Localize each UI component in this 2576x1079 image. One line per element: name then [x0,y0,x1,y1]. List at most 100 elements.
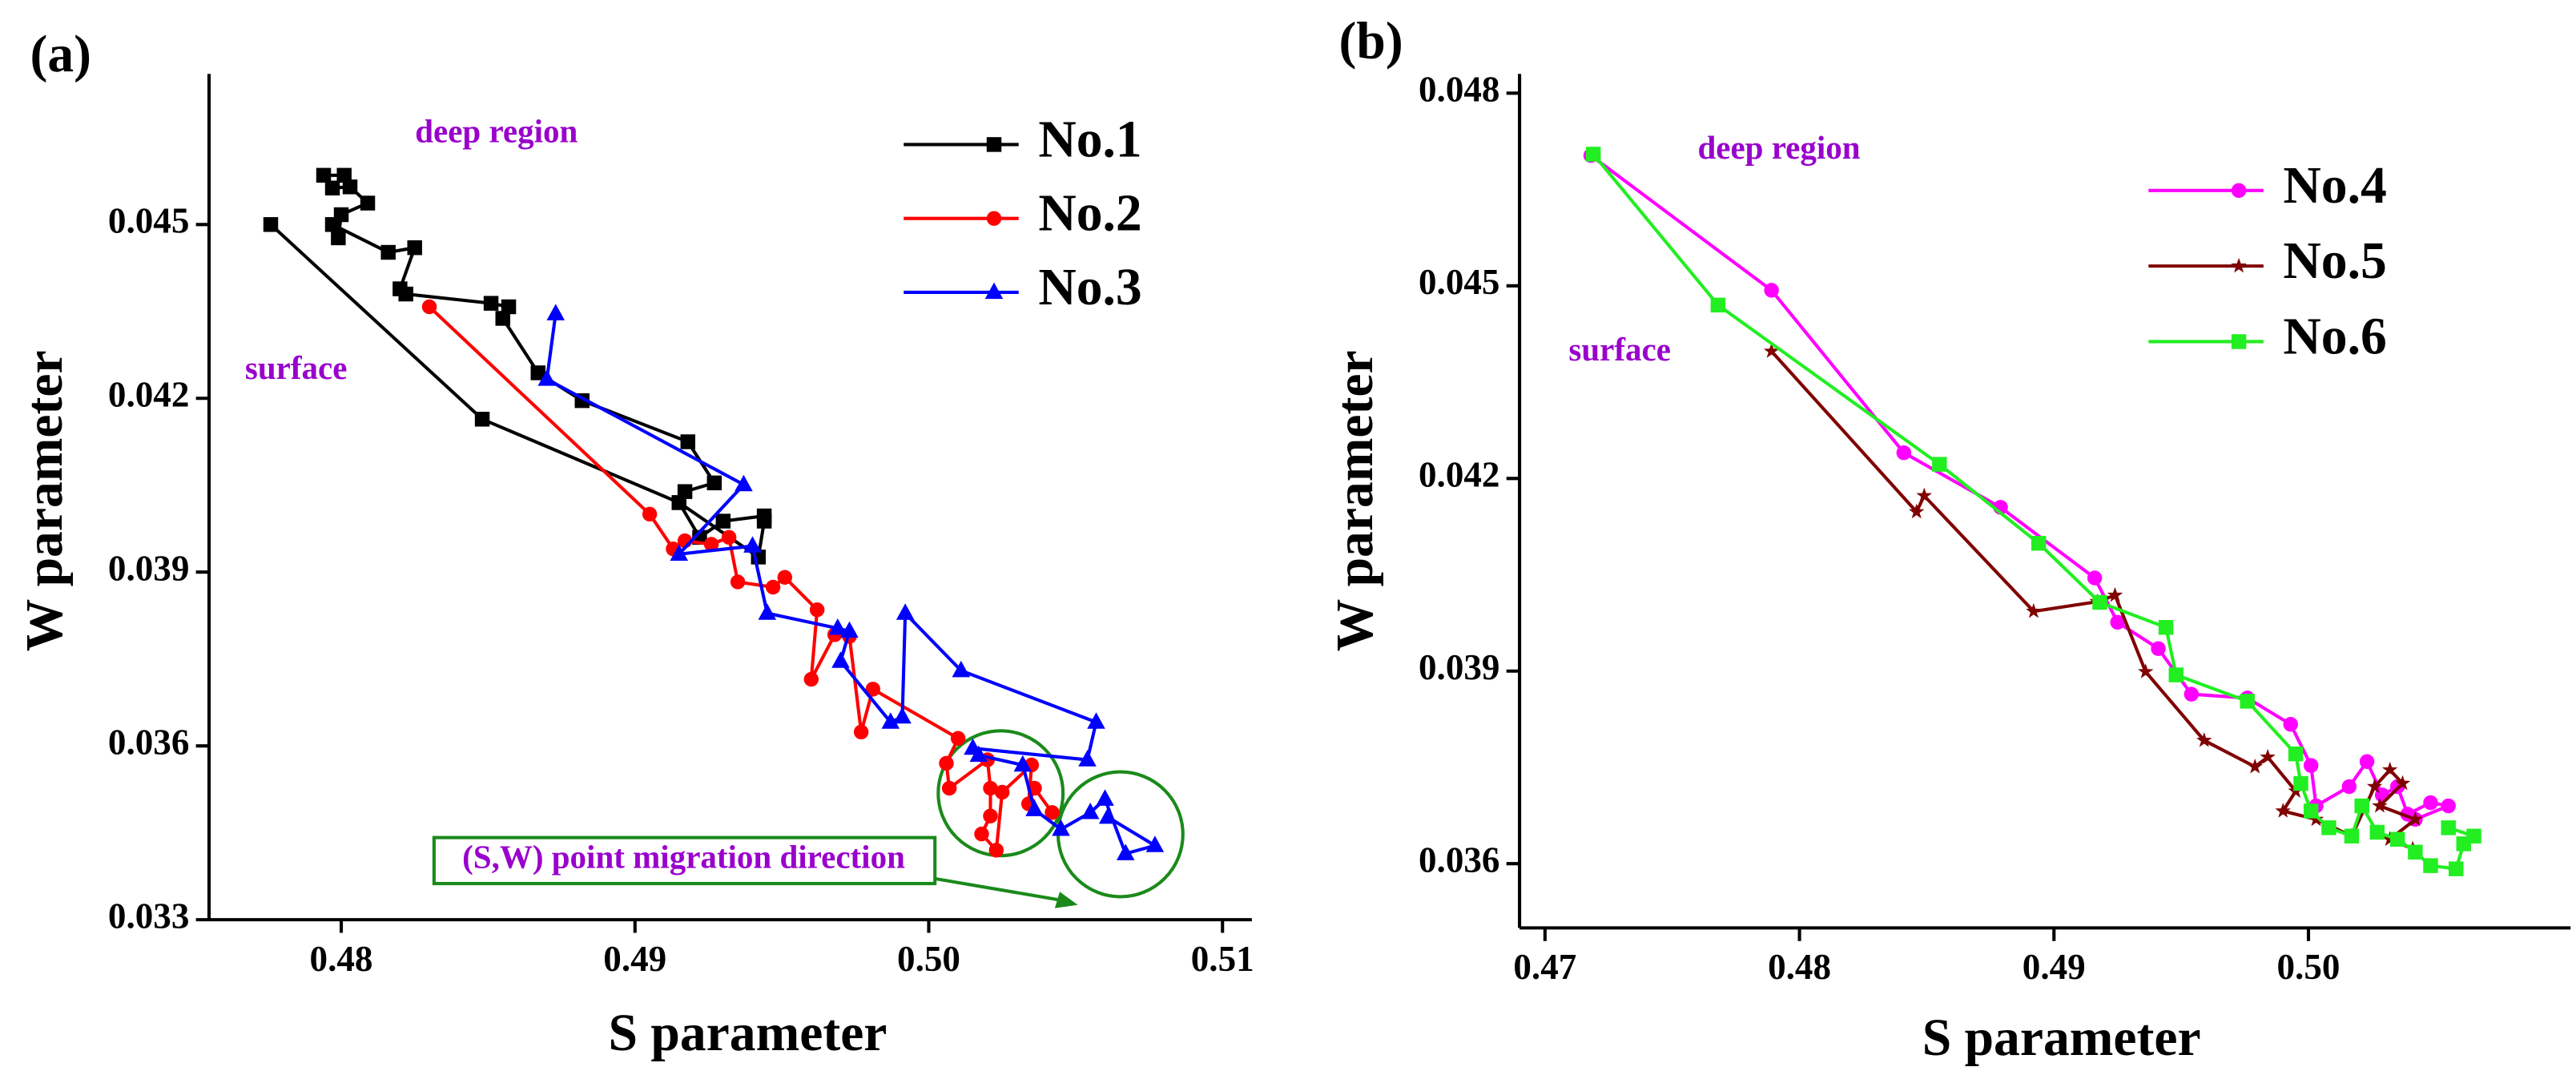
y-tick-label: 0.042 [1419,455,1499,495]
marker [1081,803,1100,819]
series-line [1592,153,2477,871]
y-tick-label: 0.042 [108,375,189,415]
marker [331,230,346,246]
legend-label: No.1 [1038,111,1141,168]
legend-label: No.2 [1038,185,1141,243]
marker [2288,746,2304,762]
annotation: deep region [415,113,578,150]
y-tick-label: 0.039 [1419,647,1499,687]
marker [777,570,793,585]
marker [474,412,490,427]
series-line [428,305,1054,855]
marker [828,618,847,635]
legend-marker [986,211,1002,226]
marker [2359,754,2375,769]
marker [2026,602,2042,618]
y-tick-label: 0.045 [108,201,189,241]
marker [2293,775,2308,791]
marker [952,660,971,678]
marker [703,537,719,552]
panel-label: (a) [30,26,91,83]
marker [2341,779,2357,795]
x-tick-label: 0.48 [1768,947,1831,987]
marker [2423,858,2438,873]
marker [803,671,819,687]
marker [2423,795,2438,811]
marker [1932,457,1947,472]
marker [2031,535,2047,551]
annotation-box [432,835,937,886]
annotation: surface [245,349,348,386]
marker [2381,831,2398,847]
marker [501,299,517,315]
marker [983,780,998,796]
x-tick-label: 0.49 [603,939,666,979]
marker [865,682,881,697]
marker [2366,778,2383,794]
marker [2466,828,2481,843]
marker [398,286,413,302]
marker [730,574,746,590]
marker [840,621,859,638]
marker [2407,811,2424,827]
marker [881,712,900,729]
marker [743,536,762,553]
legend-marker [984,282,1004,300]
marker [2137,663,2154,678]
marker [1116,843,1135,860]
y-tick-label: 0.048 [1419,70,1499,110]
marker [1908,503,1925,519]
y-tick-label: 0.045 [1419,262,1499,302]
marker [2184,686,2200,702]
marker [2151,641,2166,656]
marker [407,240,422,256]
marker [2389,831,2405,847]
marker [324,180,340,195]
marker [2354,798,2369,814]
x-axis-label: S parameter [609,1005,888,1062]
highlight-circle [1056,770,1185,899]
x-tick-label: 0.50 [2277,947,2341,987]
marker [941,780,957,796]
marker [896,603,915,620]
x-tick-label: 0.50 [897,939,960,979]
marker [483,296,499,311]
marker [2449,861,2464,876]
marker [765,579,781,595]
x-axis-label: S parameter [1922,1009,2201,1067]
marker [2283,717,2298,732]
marker [2372,797,2388,813]
marker [530,365,545,380]
marker [546,304,566,320]
y-axis-label: W parameter [1326,350,1384,651]
marker [758,603,777,620]
arrow-head [1054,892,1078,908]
marker [2087,570,2103,586]
marker [2196,731,2212,747]
arrow [934,876,1061,902]
marker [1096,789,1114,806]
marker [670,544,689,561]
marker [721,529,737,546]
legend-label: No.5 [2283,232,2386,290]
marker [263,217,279,232]
legend-marker [986,137,1002,152]
marker [988,843,1004,858]
marker [1145,835,1165,852]
marker [1052,819,1070,836]
marker [671,495,686,510]
marker [2369,824,2385,840]
x-tick-label: 0.49 [2023,947,2086,987]
marker [893,707,912,724]
marker [2260,748,2276,764]
marker [994,784,1010,800]
marker [336,167,352,183]
marker [950,731,966,746]
y-tick-label: 0.036 [108,723,189,763]
x-tick-label: 0.47 [1513,947,1576,987]
marker [809,602,825,618]
marker [642,506,658,522]
marker [1764,283,1779,298]
marker [1710,297,1726,313]
